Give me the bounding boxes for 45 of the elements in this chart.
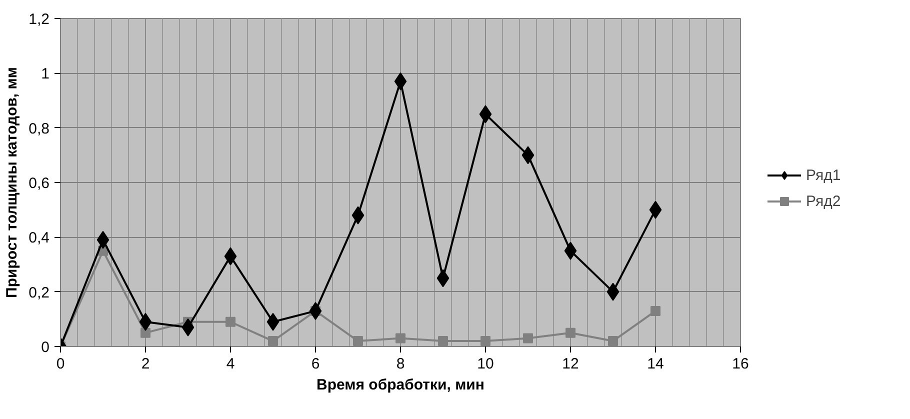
x-tick-label: 10	[477, 356, 494, 372]
point	[606, 282, 620, 301]
point	[309, 302, 322, 320]
y-tick-label: 0,2	[28, 284, 50, 302]
point	[396, 333, 406, 344]
x-tick-label: 4	[226, 356, 235, 372]
point	[224, 247, 237, 266]
point	[394, 72, 407, 90]
point	[523, 333, 533, 344]
point	[139, 312, 152, 331]
x-tick-label: 6	[311, 356, 320, 372]
point	[140, 328, 150, 338]
legend-label: Ряд1	[806, 166, 841, 184]
point	[226, 316, 236, 327]
point	[564, 242, 577, 260]
y-axis-title: Прирост толщины катодов, мм	[4, 67, 21, 298]
point	[436, 269, 450, 288]
point	[480, 336, 490, 346]
point	[608, 336, 618, 346]
point	[479, 105, 492, 124]
point	[566, 328, 576, 338]
point	[266, 312, 280, 331]
x-tick-label: 0	[56, 356, 65, 372]
point	[522, 146, 534, 164]
legend-label: Ряд2	[806, 192, 841, 210]
point	[650, 306, 660, 316]
point	[268, 336, 278, 346]
point	[352, 206, 364, 224]
x-tick-label: 14	[647, 356, 664, 372]
x-tick-label: 2	[141, 356, 150, 372]
y-tick-label: 0,8	[28, 120, 50, 138]
y-tick-label: 1	[41, 66, 50, 83]
x-tick-label: 8	[396, 356, 405, 372]
point	[182, 318, 194, 336]
point	[438, 336, 448, 346]
y-tick-label: 0	[41, 339, 50, 356]
point	[353, 336, 363, 346]
point	[96, 230, 110, 249]
y-tick-label: 0,6	[28, 175, 50, 192]
point	[649, 200, 662, 219]
x-axis-title: Время обработки, мин	[316, 376, 484, 394]
y-tick-label: 0,4	[28, 230, 50, 247]
x-tick-label: 12	[562, 356, 579, 372]
y-tick-label: 1,2	[28, 11, 50, 28]
x-tick-label: 16	[732, 356, 749, 372]
